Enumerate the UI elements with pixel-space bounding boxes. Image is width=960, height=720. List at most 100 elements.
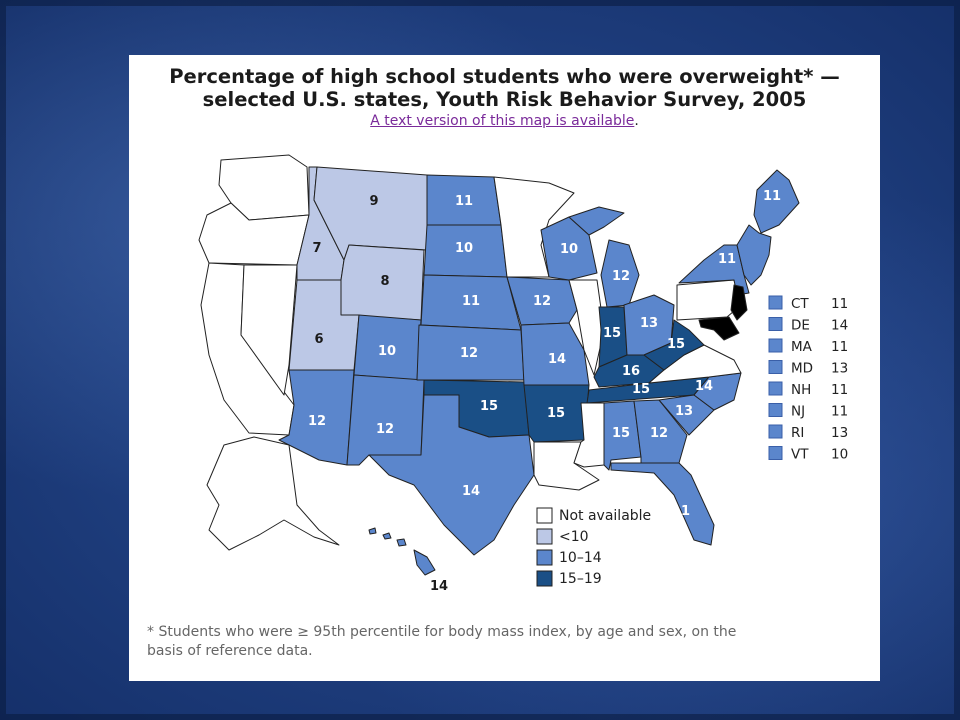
state-IA	[506, 276, 578, 326]
state-AK	[206, 436, 340, 551]
small-state-abbr-MD: MD	[791, 361, 813, 377]
small-state-value-MD: 13	[831, 361, 848, 377]
small-state-abbr-DE: DE	[791, 318, 810, 334]
title-line-2: selected U.S. states, Youth Risk Behavio…	[202, 88, 807, 111]
state-label-FL: 11	[672, 504, 690, 519]
state-label-ID: 7	[312, 241, 321, 256]
small-state-swatch-CT	[768, 295, 783, 310]
state-WV	[643, 319, 705, 371]
state-HI-3	[382, 532, 392, 540]
state-label-TX: 14	[462, 484, 480, 499]
state-label-NE: 11	[462, 294, 480, 309]
state-NE-SMALL	[736, 224, 772, 286]
state-label-GA: 12	[650, 426, 668, 441]
state-label-AZ: 12	[308, 414, 326, 429]
small-state-abbr-VT: VT	[791, 447, 809, 463]
small-state-swatch-NJ	[768, 403, 783, 417]
state-MD	[698, 316, 740, 341]
legend-label-1: <10	[559, 529, 589, 545]
state-label-CO: 10	[378, 344, 396, 359]
legend-swatch-2	[536, 549, 553, 566]
small-state-value-RI: 13	[831, 425, 848, 441]
state-ME	[753, 169, 800, 234]
small-state-swatch-RI	[768, 424, 783, 439]
state-label-WV: 15	[667, 337, 685, 352]
state-label-WI: 10	[560, 242, 578, 257]
state-label-MT: 9	[369, 194, 378, 209]
legend: Not available <10 10–14 15–19	[536, 507, 651, 587]
state-label-OH: 13	[640, 316, 658, 331]
state-OR	[198, 202, 310, 266]
state-label-IN: 15	[603, 326, 621, 341]
state-label-ND: 11	[455, 194, 473, 209]
footnote: * Students who were ≥ 95th percentile fo…	[147, 623, 867, 661]
us-map: 7 9 8 6 12 10 12 11 10 11 12 15 14 12 14 15 10 12 15 13 16 15…	[198, 154, 848, 594]
footnote-line-1: * Students who were ≥ 95th percentile fo…	[147, 624, 737, 640]
state-MI-UP	[568, 206, 625, 236]
state-label-NM: 12	[376, 422, 394, 437]
state-label-OK: 15	[480, 399, 498, 414]
state-label-KY: 16	[622, 364, 640, 379]
legend-label-0: Not available	[559, 508, 651, 524]
small-state-value-DE: 14	[831, 318, 848, 334]
state-IL	[568, 279, 605, 376]
small-state-abbr-NJ: NJ	[791, 404, 805, 420]
state-label-NY: 11	[718, 252, 736, 267]
state-TX	[368, 394, 535, 556]
state-MN	[493, 176, 575, 278]
link-suffix: .	[634, 113, 639, 129]
title-line-1: Percentage of high school students who w…	[169, 65, 840, 88]
small-state-abbr-MA: MA	[791, 339, 813, 355]
small-state-legend: CT 11 DE 14 MA 11 MD 13 NH 11 NJ 11 RI 13 VT 10	[768, 295, 848, 463]
text-version-link[interactable]: A text version of this map is available	[370, 113, 635, 129]
state-label-AL: 15	[612, 426, 630, 441]
state-NC	[693, 372, 742, 411]
small-state-value-VT: 10	[831, 447, 848, 463]
small-state-abbr-CT: CT	[791, 296, 809, 312]
small-state-swatch-MA	[768, 338, 783, 353]
state-PA	[676, 279, 742, 321]
state-label-AR: 15	[547, 406, 565, 421]
state-label-HI: 14	[430, 579, 448, 594]
state-label-SC: 13	[675, 404, 693, 419]
state-NM	[346, 374, 425, 466]
small-state-abbr-RI: RI	[791, 425, 804, 441]
state-FL	[610, 462, 715, 546]
state-label-MI: 12	[612, 269, 630, 284]
small-state-value-MA: 11	[831, 339, 848, 355]
legend-swatch-3	[536, 570, 553, 587]
small-state-swatch-MD	[768, 360, 783, 374]
legend-swatch-1	[536, 528, 553, 545]
state-label-KS: 12	[460, 346, 478, 361]
legend-label-3: 15–19	[559, 571, 602, 587]
small-state-abbr-NH: NH	[791, 382, 811, 398]
small-state-value-NH: 11	[831, 382, 848, 398]
small-state-swatch-VT	[768, 446, 783, 460]
small-state-swatch-DE	[768, 317, 783, 331]
state-label-WY: 8	[380, 274, 389, 289]
state-NJ	[730, 284, 748, 321]
state-HI	[413, 549, 436, 576]
map-title: Percentage of high school students who w…	[129, 65, 880, 111]
state-HI-2	[396, 538, 407, 547]
state-HI-4	[368, 527, 377, 535]
content-panel: Percentage of high school students who w…	[129, 55, 880, 681]
footnote-line-2: basis of reference data.	[147, 643, 313, 659]
state-label-MO: 14	[548, 352, 566, 367]
state-label-TN: 15	[632, 382, 650, 397]
state-label-NC: 14	[695, 379, 713, 394]
state-AR	[523, 384, 590, 443]
state-label-ME: 11	[763, 189, 781, 204]
legend-label-2: 10–14	[559, 550, 602, 566]
legend-swatch-0	[536, 507, 553, 524]
state-label-UT: 6	[314, 332, 323, 347]
state-label-IA: 12	[533, 294, 551, 309]
state-MO	[520, 322, 590, 386]
small-state-swatch-NH	[768, 381, 783, 396]
state-label-SD: 10	[455, 241, 473, 256]
small-state-value-NJ: 11	[831, 404, 848, 420]
state-NV	[240, 264, 298, 396]
small-state-value-CT: 11	[831, 296, 848, 312]
text-version-line: A text version of this map is available.	[129, 113, 880, 129]
